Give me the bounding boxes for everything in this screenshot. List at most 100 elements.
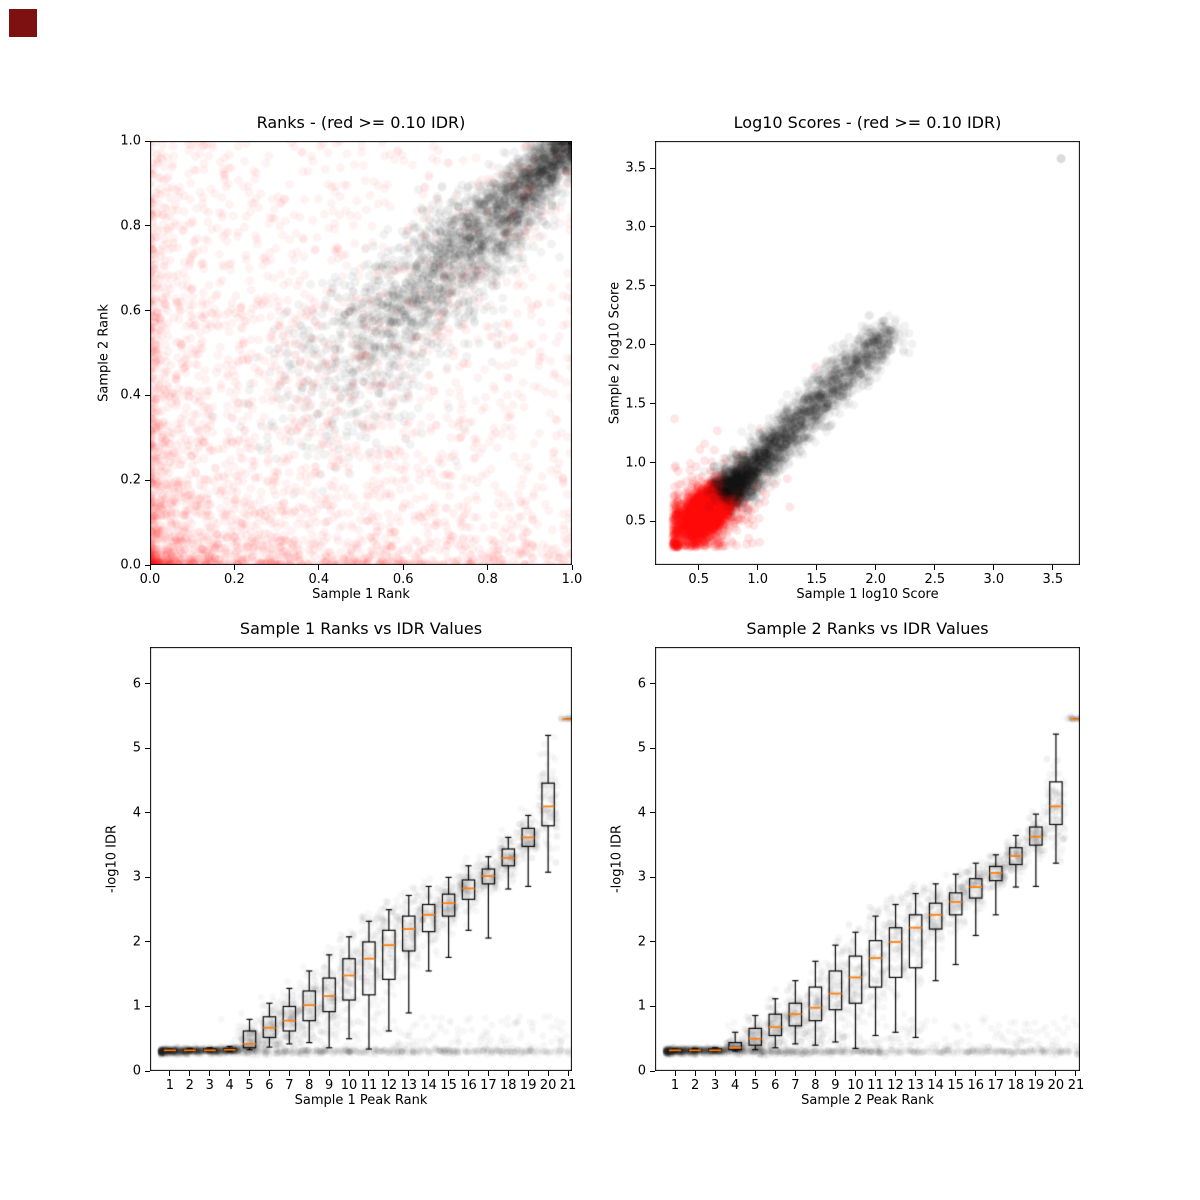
plot-area [655, 647, 1080, 1071]
x-tick-label: 3.5 [1042, 572, 1064, 587]
y-tick-label: 2.0 [625, 337, 646, 353]
y-tick-label: 4 [132, 805, 141, 821]
x-tick-mark [694, 1071, 696, 1076]
x-tick-label: 5 [245, 1078, 254, 1093]
x-tick-label: 2 [690, 1078, 700, 1093]
x-tick-mark [1035, 1071, 1037, 1076]
y-tick-mark [650, 403, 655, 405]
x-tick-mark [308, 1071, 310, 1076]
chart-title: Ranks - (red >= 0.10 IDR) [256, 113, 466, 132]
x-tick-mark [995, 1071, 997, 1076]
y-tick-label: 2.5 [625, 278, 646, 294]
x-tick-mark [794, 1071, 796, 1076]
x-tick-label: 3 [711, 1078, 720, 1093]
y-axis-label: Sample 2 Rank [96, 304, 112, 402]
y-tick-mark [145, 225, 150, 227]
x-tick-label: 20 [539, 1078, 557, 1093]
x-tick-label: 21 [1067, 1078, 1085, 1093]
y-tick-label: 6 [637, 676, 646, 692]
y-tick-mark [145, 310, 150, 312]
x-tick-label: 7 [285, 1078, 294, 1093]
x-tick-mark [698, 565, 700, 570]
y-tick-mark [650, 462, 655, 464]
y-tick-mark [145, 140, 150, 142]
y-tick-mark [650, 941, 655, 943]
y-tick-label: 0.4 [120, 387, 141, 403]
chart-title: Sample 1 Ranks vs IDR Values [239, 619, 483, 638]
x-tick-mark [934, 565, 936, 570]
y-tick-mark [145, 812, 150, 814]
x-tick-label: 6 [265, 1078, 274, 1093]
x-tick-label: 4 [731, 1078, 740, 1093]
y-axis-label: -log10 IDR [104, 824, 120, 894]
x-tick-label: 3.0 [983, 572, 1005, 587]
x-tick-mark [388, 1071, 390, 1076]
x-tick-label: 18 [500, 1078, 517, 1093]
y-tick-mark [145, 564, 150, 566]
x-tick-label: 1.0 [561, 572, 583, 587]
x-tick-mark [547, 1071, 549, 1076]
x-tick-label: 12 [887, 1078, 904, 1093]
x-tick-mark [229, 1071, 231, 1076]
y-tick-mark [650, 812, 655, 814]
x-tick-label: 0.4 [308, 572, 330, 587]
x-tick-mark [249, 1071, 251, 1076]
plot-area [150, 647, 572, 1071]
y-tick-label: 3.0 [625, 219, 646, 235]
x-tick-label: 9 [831, 1078, 840, 1093]
y-tick-label: 5 [132, 740, 141, 756]
x-tick-mark [1055, 1071, 1057, 1076]
y-tick-label: 0.2 [120, 472, 141, 488]
x-tick-label: 17 [987, 1078, 1005, 1093]
x-tick-mark [955, 1071, 957, 1076]
x-tick-label: 12 [380, 1078, 398, 1093]
panel-sample1-boxplot: Sample 1 Ranks vs IDR Values -log10 IDR … [105, 619, 577, 1108]
x-tick-label: 16 [460, 1078, 477, 1093]
y-tick-mark [145, 683, 150, 685]
x-tick-mark [571, 565, 573, 570]
x-tick-mark [448, 1071, 450, 1076]
y-tick-mark [650, 747, 655, 749]
y-tick-mark [145, 876, 150, 878]
x-tick-mark [774, 1071, 776, 1076]
y-tick-mark [145, 941, 150, 943]
x-tick-mark [834, 1071, 836, 1076]
x-tick-label: 13 [400, 1078, 418, 1093]
x-tick-label: 0.8 [477, 572, 498, 587]
x-tick-label: 10 [847, 1078, 864, 1093]
y-tick-mark [650, 1005, 655, 1007]
y-tick-label: 0 [132, 1063, 141, 1079]
x-axis-label: Sample 1 log10 Score [796, 587, 939, 602]
x-tick-label: 3 [205, 1078, 214, 1093]
chart-title: Log10 Scores - (red >= 0.10 IDR) [733, 113, 1002, 132]
x-tick-label: 4 [225, 1078, 234, 1093]
y-axis-label: -log10 IDR [609, 824, 625, 894]
x-tick-mark [318, 565, 320, 570]
x-tick-label: 2 [185, 1078, 194, 1093]
x-tick-label: 9 [325, 1078, 334, 1093]
x-tick-label: 0.5 [688, 572, 710, 587]
x-tick-label: 0.0 [139, 572, 161, 587]
y-tick-label: 4 [637, 805, 646, 821]
x-tick-label: 8 [305, 1078, 314, 1093]
x-tick-mark [674, 1071, 676, 1076]
x-tick-label: 0.6 [392, 572, 414, 587]
y-tick-label: 2 [637, 934, 646, 950]
y-tick-mark [650, 520, 655, 522]
x-tick-label: 6 [771, 1078, 780, 1093]
y-tick-label: 0.5 [625, 513, 646, 529]
x-tick-label: 21 [559, 1078, 577, 1093]
x-tick-label: 5 [751, 1078, 760, 1093]
y-tick-label: 1.0 [625, 455, 646, 471]
y-tick-label: 3 [132, 869, 141, 885]
x-tick-mark [1015, 1071, 1017, 1076]
y-tick-label: 0.0 [120, 557, 141, 573]
x-tick-label: 0.2 [224, 572, 245, 587]
x-tick-label: 19 [1027, 1078, 1045, 1093]
x-tick-label: 2.0 [865, 572, 887, 587]
x-tick-mark [487, 565, 489, 570]
x-tick-mark [189, 1071, 191, 1076]
x-tick-mark [209, 1071, 211, 1076]
x-tick-mark [714, 1071, 716, 1076]
